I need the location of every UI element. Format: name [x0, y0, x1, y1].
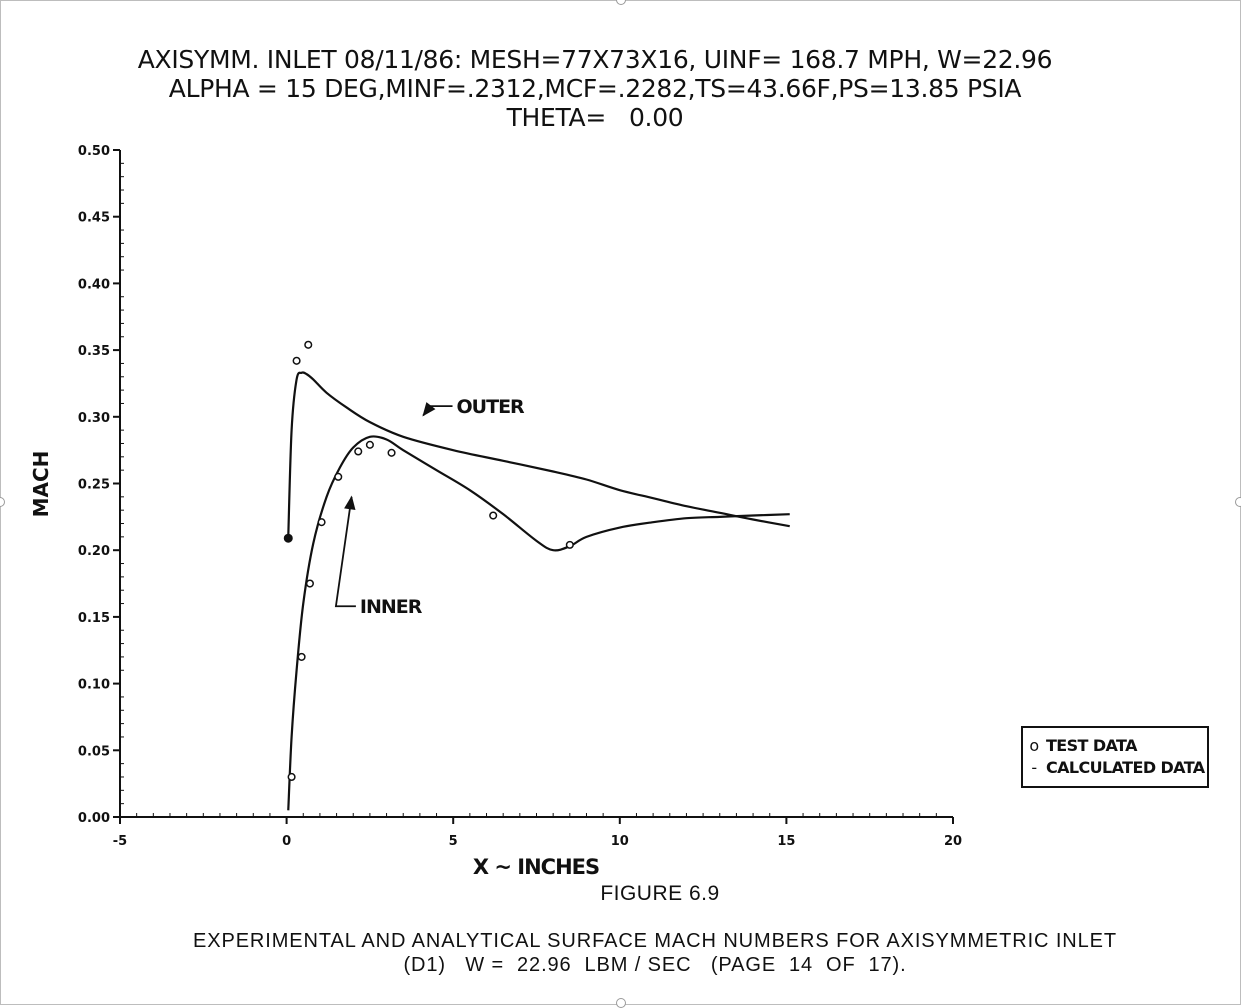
right-edge-marker: [1235, 497, 1241, 507]
test-data-point: [565, 540, 574, 549]
x-tick-label: 20: [944, 834, 962, 849]
x-axis-label: X ~ INCHES: [473, 855, 599, 879]
y-tick-label: 0.20: [78, 544, 110, 559]
test-data-point: [365, 440, 374, 449]
y-tick-label: 0.45: [78, 211, 110, 226]
test-data-point: [305, 579, 314, 588]
y-tick-label: 0.40: [78, 277, 110, 292]
y-axis-label: MACH: [29, 451, 53, 518]
filled-data-point: [283, 533, 293, 543]
caption-line-1: EXPERIMENTAL AND ANALYTICAL SURFACE MACH…: [192, 930, 1118, 952]
y-tick-label: 0.50: [78, 144, 110, 159]
inner-calculated-line: [287, 435, 790, 811]
legend-calculated-label: CALCULATED DATA: [1045, 758, 1205, 777]
test-marker-icon: o: [1029, 736, 1039, 755]
x-tick-label: 5: [449, 834, 458, 849]
line-sample-icon: -: [1031, 758, 1037, 777]
test-data-point: [334, 472, 343, 481]
x-tick-label: 0: [282, 834, 291, 849]
test-data-point: [489, 511, 498, 520]
caption-line-2: (D1) W = 22.96 LBM / SEC (PAGE 14 OF 17)…: [403, 954, 907, 976]
test-data-point: [287, 772, 296, 782]
header-line-3: THETA= 0.00: [506, 103, 684, 132]
y-tick-label: 0.30: [78, 411, 110, 426]
x-tick-label: 15: [777, 834, 795, 849]
test-data-point: [387, 448, 396, 457]
header-line-2: ALPHA = 15 DEG,MINF=.2312,MCF=.2282,TS=4…: [168, 74, 1022, 103]
legend: o TEST DATA - CALCULATED DATA: [1021, 726, 1209, 788]
outer-arrowhead: [422, 402, 436, 417]
y-tick-label: 0.10: [78, 678, 110, 693]
y-tick-label: 0.15: [78, 611, 110, 626]
chart-header: AXISYMM. INLET 08/11/86: MESH=77X73X16, …: [40, 45, 1150, 132]
test-data-point: [297, 652, 306, 661]
test-data-point: [317, 518, 326, 527]
y-tick-label: 0.00: [78, 811, 110, 826]
x-tick-label: -5: [113, 834, 127, 849]
y-tick-label: 0.05: [78, 744, 110, 759]
inner-annotation-arrow: [334, 496, 356, 608]
header-line-1: AXISYMM. INLET 08/11/86: MESH=77X73X16, …: [137, 45, 1053, 74]
y-tick-label: 0.25: [78, 478, 110, 493]
y-tick-label: 0.35: [78, 344, 110, 359]
inner-annotation-label: INNER: [360, 596, 423, 618]
test-data-point: [292, 356, 301, 365]
legend-row-calculated: - CALCULATED DATA: [1027, 758, 1205, 778]
figure-label: FIGURE 6.9: [600, 882, 720, 905]
legend-test-label: TEST DATA: [1045, 736, 1138, 755]
outer-calculated-line: [287, 371, 790, 537]
inner-arrowhead: [344, 495, 356, 511]
figure-caption: EXPERIMENTAL AND ANALYTICAL SURFACE MACH…: [100, 929, 1210, 977]
test-data-point: [354, 447, 363, 456]
outer-annotation-label: OUTER: [457, 396, 526, 418]
x-tick-label: 10: [611, 834, 629, 849]
legend-row-test: o TEST DATA: [1027, 736, 1137, 756]
test-data-point: [304, 340, 313, 349]
